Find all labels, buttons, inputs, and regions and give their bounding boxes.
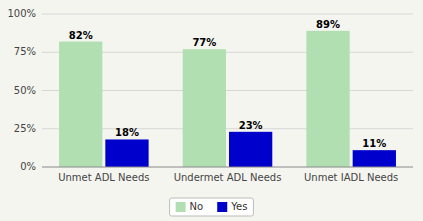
bar bbox=[353, 150, 396, 167]
bars bbox=[59, 31, 396, 167]
legend: No Yes bbox=[170, 198, 254, 216]
y-tick-label: 25% bbox=[14, 123, 36, 134]
data-label: 11% bbox=[362, 138, 386, 149]
y-tick-label: 100% bbox=[7, 8, 36, 19]
bar bbox=[105, 139, 148, 167]
chart-container: 0% 25% 50% 75% 100% 82% 77% 89% 18% 23% 11% Unmet A… bbox=[0, 0, 423, 221]
y-tick-label: 50% bbox=[14, 85, 36, 96]
data-label: 89% bbox=[316, 19, 340, 30]
bar bbox=[306, 31, 349, 167]
x-tick-label: Unmet ADL Needs bbox=[58, 172, 149, 183]
data-label: 77% bbox=[192, 37, 216, 48]
grid-line bbox=[42, 14, 413, 15]
legend-label: Yes bbox=[230, 201, 247, 212]
x-tick-label: Undermet ADL Needs bbox=[174, 172, 282, 183]
legend-box bbox=[170, 198, 254, 216]
y-tick-label: 75% bbox=[14, 46, 36, 57]
bar bbox=[183, 49, 226, 167]
chart: 0% 25% 50% 75% 100% 82% 77% 89% 18% 23% 11% Unmet A… bbox=[0, 0, 423, 221]
legend-label: No bbox=[190, 201, 204, 212]
data-label: 23% bbox=[239, 120, 263, 131]
x-tick-label: Unmet IADL Needs bbox=[304, 172, 398, 183]
legend-swatch bbox=[217, 202, 227, 212]
data-label: 82% bbox=[69, 30, 93, 41]
data-label: 18% bbox=[115, 127, 139, 138]
y-tick-label: 0% bbox=[20, 161, 36, 172]
x-axis-line bbox=[42, 167, 413, 168]
bar bbox=[59, 42, 102, 167]
legend-swatch bbox=[176, 202, 186, 212]
bar bbox=[229, 132, 272, 167]
